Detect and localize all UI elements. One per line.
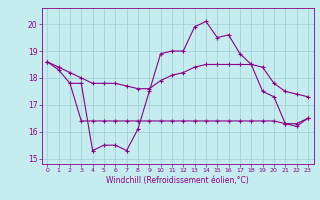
X-axis label: Windchill (Refroidissement éolien,°C): Windchill (Refroidissement éolien,°C) bbox=[106, 176, 249, 185]
